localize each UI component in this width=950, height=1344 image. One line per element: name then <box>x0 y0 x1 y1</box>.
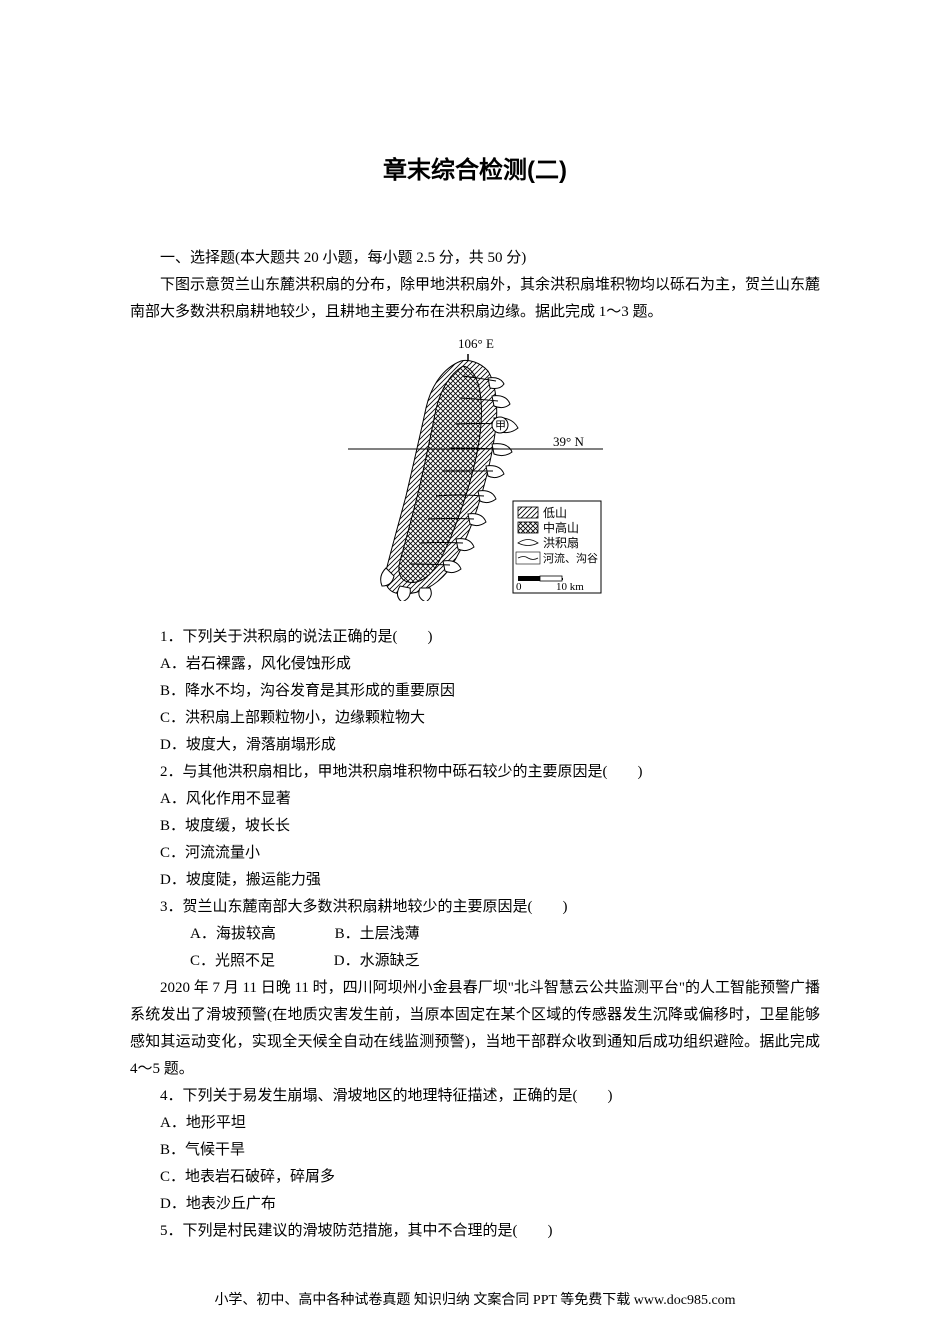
q4-d: D．地表沙丘广布 <box>130 1191 820 1218</box>
q3-a: A．海拔较高 <box>160 921 276 948</box>
q3-options-2: C．光照不足 D．水源缺乏 <box>130 948 820 975</box>
q4-c: C．地表岩石破碎，碎屑多 <box>130 1164 820 1191</box>
q1-text: 1．下列关于洪积扇的说法正确的是( ) <box>130 624 820 651</box>
intro-1: 下图示意贺兰山东麓洪积扇的分布，除甲地洪积扇外，其余洪积扇堆积物均以砾石为主，贺… <box>130 272 820 326</box>
q3-text: 3．贺兰山东麓南部大多数洪积扇耕地较少的主要原因是( ) <box>130 894 820 921</box>
q4-b: B．气候干旱 <box>130 1137 820 1164</box>
marker-jia: 甲 <box>495 420 506 432</box>
legend-1: 低山 <box>543 506 567 520</box>
q3-options-1: A．海拔较高 B．土层浅薄 <box>130 921 820 948</box>
q3-c: C．光照不足 <box>160 948 275 975</box>
q1-d: D．坡度大，滑落崩塌形成 <box>130 732 820 759</box>
figure-container: 106° E <box>130 336 820 606</box>
q3-b: B．土层浅薄 <box>305 921 420 948</box>
q1-b: B．降水不均，沟谷发育是其形成的重要原因 <box>130 678 820 705</box>
legend-4: 河流、沟谷 <box>543 551 598 565</box>
scale-0: 0 <box>516 581 522 593</box>
q2-c: C．河流流量小 <box>130 840 820 867</box>
q4-text: 4．下列关于易发生崩塌、滑坡地区的地理特征描述，正确的是( ) <box>130 1083 820 1110</box>
q2-text: 2．与其他洪积扇相比，甲地洪积扇堆积物中砾石较少的主要原因是( ) <box>130 759 820 786</box>
q2-b: B．坡度缓，坡长长 <box>130 813 820 840</box>
map-figure: 106° E <box>348 336 603 601</box>
q1-a: A．岩石裸露，风化侵蚀形成 <box>130 651 820 678</box>
q4-a: A．地形平坦 <box>130 1110 820 1137</box>
scale-10: 10 km <box>556 581 584 593</box>
q2-a: A．风化作用不显著 <box>130 786 820 813</box>
latitude-label: 39° N <box>553 434 584 449</box>
section-header: 一、选择题(本大题共 20 小题，每小题 2.5 分，共 50 分) <box>130 245 820 272</box>
page-title: 章末综合检测(二) <box>130 150 820 185</box>
q2-d: D．坡度陡，搬运能力强 <box>130 867 820 894</box>
longitude-label: 106° E <box>458 336 494 351</box>
legend-3: 洪积扇 <box>543 535 579 550</box>
q5-text: 5．下列是村民建议的滑坡防范措施，其中不合理的是( ) <box>130 1218 820 1245</box>
footer-text: 小学、初中、高中各种试卷真题 知识归纳 文案合同 PPT 等免费下载 www.d… <box>0 1289 950 1309</box>
legend-2: 中高山 <box>543 520 579 535</box>
intro-2: 2020 年 7 月 11 日晚 11 时，四川阿坝州小金县春厂坝"北斗智慧云公… <box>130 975 820 1083</box>
q3-d: D．水源缺乏 <box>304 948 420 975</box>
q1-c: C．洪积扇上部颗粒物小，边缘颗粒物大 <box>130 705 820 732</box>
